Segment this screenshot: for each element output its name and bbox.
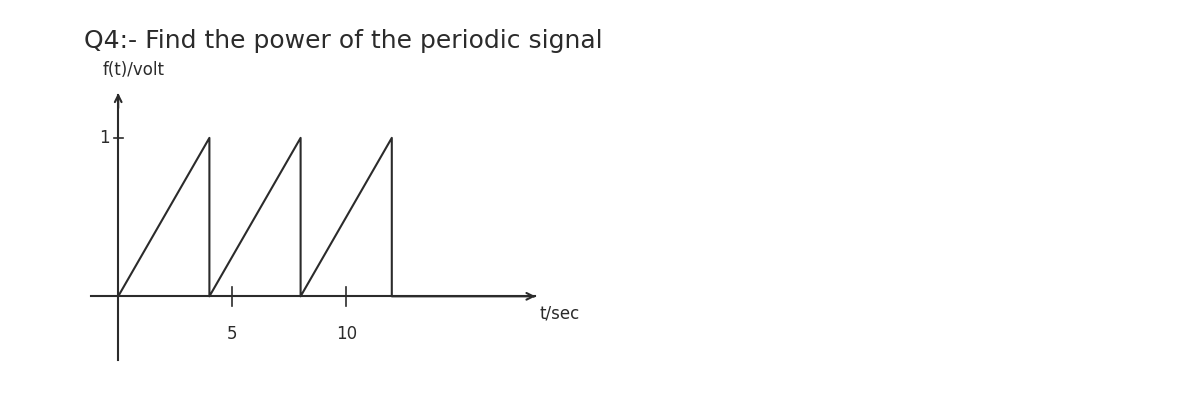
Text: 10: 10: [336, 325, 356, 343]
Text: Q4:- Find the power of the periodic signal: Q4:- Find the power of the periodic sign…: [84, 29, 602, 53]
Text: t/sec: t/sec: [540, 304, 581, 322]
Text: f(t)/volt: f(t)/volt: [102, 61, 164, 79]
Text: 5: 5: [227, 325, 238, 343]
Text: 1: 1: [100, 129, 110, 147]
